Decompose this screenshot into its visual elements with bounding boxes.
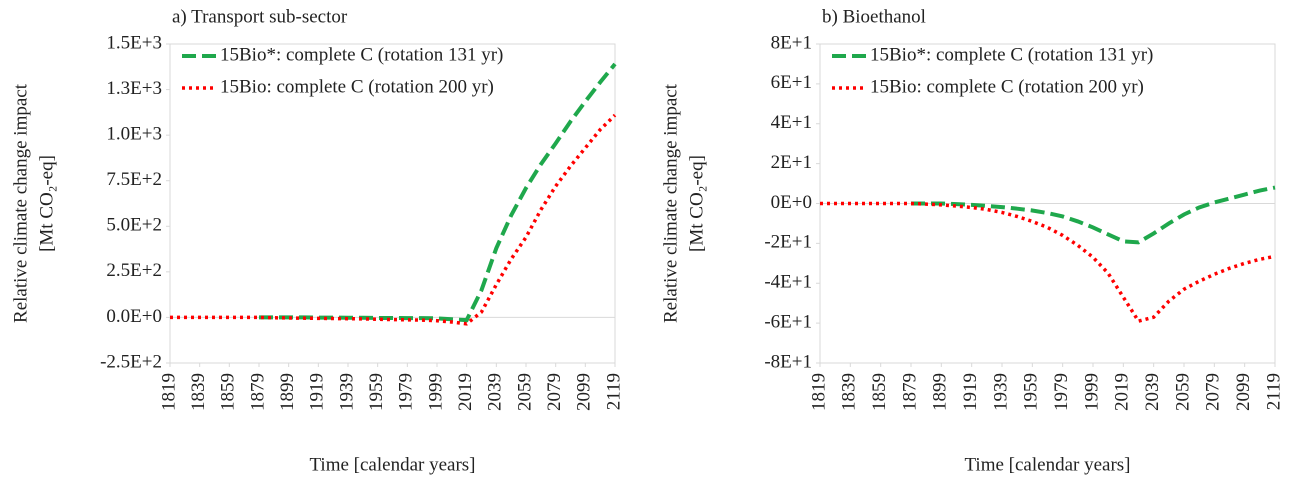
x-tick-label: 2059 bbox=[514, 373, 535, 411]
x-tick-label: 1859 bbox=[218, 373, 239, 411]
x-tick-label: 1839 bbox=[188, 373, 209, 411]
y-axis-label: Relative climate change impact bbox=[660, 83, 681, 323]
x-axis-label: Time [calendar years] bbox=[964, 454, 1130, 475]
x-tick-label: 1919 bbox=[960, 373, 981, 411]
y-tick-label: -2.5E+2 bbox=[100, 351, 162, 372]
x-tick-label: 1859 bbox=[869, 373, 890, 411]
series-line bbox=[259, 62, 617, 323]
y-tick-label: 7.5E+2 bbox=[106, 169, 162, 190]
y-tick-label: 2.5E+2 bbox=[106, 260, 162, 281]
x-tick-label: 1879 bbox=[899, 373, 920, 411]
y-tick-label: -2E+1 bbox=[764, 232, 812, 253]
x-tick-label: 2099 bbox=[574, 373, 595, 411]
x-tick-label: 2059 bbox=[1172, 373, 1193, 411]
legend-label: 15Bio*: complete C (rotation 131 yr) bbox=[870, 44, 1153, 65]
x-tick-label: 2019 bbox=[455, 373, 476, 411]
x-tick-label: 2039 bbox=[485, 373, 506, 411]
x-tick-label: 1939 bbox=[336, 373, 357, 411]
x-tick-label: 2119 bbox=[1263, 373, 1284, 410]
x-tick-label: 1939 bbox=[990, 373, 1011, 411]
y-tick-label: -6E+1 bbox=[764, 311, 812, 332]
y-tick-label: 1.3E+3 bbox=[106, 78, 162, 99]
y-tick-label: 2E+1 bbox=[771, 152, 812, 173]
plot-frame bbox=[169, 43, 616, 364]
legend-label: 15Bio*: complete C (rotation 131 yr) bbox=[220, 44, 503, 65]
x-tick-label: 1959 bbox=[366, 373, 387, 411]
y-axis-label: [Mt CO₂-eq] bbox=[36, 155, 57, 252]
y-tick-label: 5.0E+2 bbox=[106, 215, 162, 236]
x-tick-label: 2099 bbox=[1233, 373, 1254, 411]
x-tick-label: 1899 bbox=[277, 373, 298, 411]
y-tick-label: 1.0E+3 bbox=[106, 124, 162, 145]
x-tick-label: 2119 bbox=[603, 373, 624, 410]
y-tick-label: 0E+0 bbox=[771, 192, 812, 213]
legend-label: 15Bio: complete C (rotation 200 yr) bbox=[220, 76, 494, 97]
y-tick-label: 4E+1 bbox=[771, 112, 812, 133]
x-tick-label: 2079 bbox=[544, 373, 565, 411]
y-tick-label: 6E+1 bbox=[771, 72, 812, 93]
y-tick-label: 1.5E+3 bbox=[106, 32, 162, 53]
x-tick-label: 1879 bbox=[247, 373, 268, 411]
chart-title: b) Bioethanol bbox=[822, 6, 926, 27]
x-tick-label: 1959 bbox=[1021, 373, 1042, 411]
chart-title: a) Transport sub-sector bbox=[172, 6, 348, 27]
x-tick-label: 2079 bbox=[1203, 373, 1224, 411]
x-tick-label: 1819 bbox=[158, 373, 179, 411]
x-tick-label: 1839 bbox=[839, 373, 860, 411]
x-tick-label: 1999 bbox=[1081, 373, 1102, 411]
y-tick-label: 8E+1 bbox=[771, 32, 812, 53]
x-tick-label: 1979 bbox=[1051, 373, 1072, 411]
y-tick-label: 0.0E+0 bbox=[106, 306, 162, 327]
series-line bbox=[911, 185, 1276, 245]
legend-label: 15Bio: complete C (rotation 200 yr) bbox=[870, 76, 1144, 97]
x-tick-label: 1979 bbox=[396, 373, 417, 411]
series-line bbox=[170, 113, 617, 326]
y-axis-label: Relative climate change impact bbox=[10, 83, 31, 323]
y-axis-label: [Mt CO₂-eq] bbox=[686, 155, 707, 252]
x-tick-label: 1919 bbox=[307, 373, 328, 411]
series-line bbox=[820, 201, 1276, 324]
y-tick-label: -8E+1 bbox=[764, 351, 812, 372]
x-tick-label: 1819 bbox=[808, 373, 829, 411]
x-tick-label: 1899 bbox=[930, 373, 951, 411]
x-tick-label: 2039 bbox=[1142, 373, 1163, 411]
x-tick-label: 2019 bbox=[1112, 373, 1133, 411]
x-axis-label: Time [calendar years] bbox=[309, 454, 475, 475]
y-tick-label: -4E+1 bbox=[764, 272, 812, 293]
x-tick-label: 1999 bbox=[425, 373, 446, 411]
